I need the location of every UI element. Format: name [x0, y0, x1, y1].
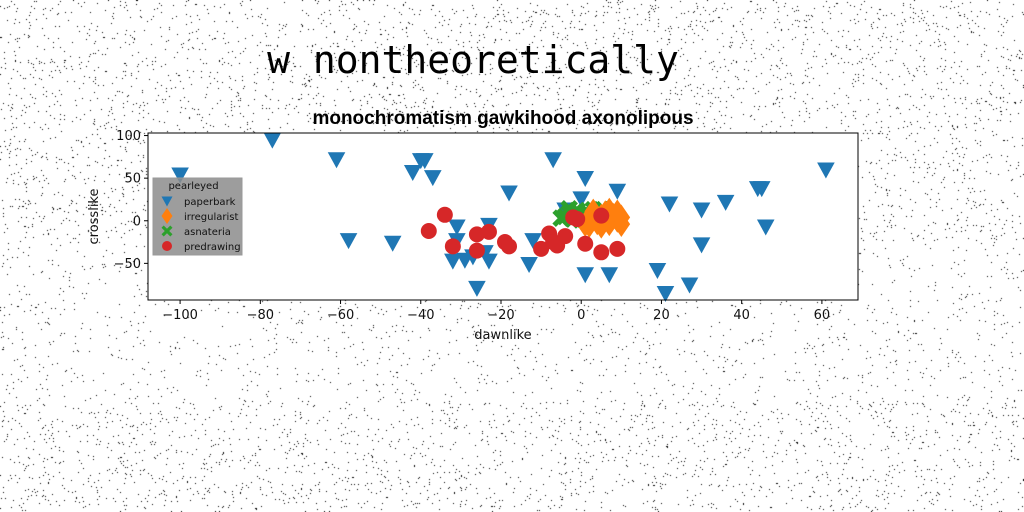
x-tick-label: −60 — [327, 308, 354, 323]
predrawing-point — [593, 207, 610, 224]
paperbark-point — [520, 257, 538, 274]
irregularist-point — [580, 212, 599, 238]
paperbark-point — [752, 181, 771, 198]
paperbark-point — [608, 183, 627, 200]
legend: pearleyed paperbark irregularist asnateria p… — [152, 177, 243, 256]
x-tick-label: 20 — [653, 308, 670, 323]
irregularist-point — [600, 197, 619, 224]
paperbark-point — [680, 277, 699, 294]
x-tick-label: 0 — [577, 308, 585, 323]
predrawing-point — [420, 222, 437, 239]
y-tick-label: 100 — [116, 129, 141, 144]
plot-frame — [147, 132, 859, 301]
predrawing-point — [609, 240, 626, 257]
predrawing-point — [436, 206, 453, 223]
paperbark-point — [544, 152, 562, 169]
y-tick-label: 0 — [133, 214, 141, 229]
legend-label-asnateria: asnateria — [184, 227, 231, 238]
y-axis: −50 0 50 100 — [114, 129, 148, 272]
paperbark-point — [600, 267, 619, 284]
legend-marker-predrawing — [162, 241, 172, 251]
plot-area — [148, 133, 858, 300]
paperbark-point — [468, 280, 486, 297]
x-tick-label: −80 — [247, 308, 274, 323]
paperbark-point — [756, 219, 775, 236]
paperbark-point — [692, 202, 711, 219]
x-tick-label: 40 — [733, 308, 750, 323]
predrawing-point — [468, 226, 485, 243]
predrawing-point — [593, 244, 610, 261]
legend-label-paperbark: paperbark — [184, 197, 236, 208]
predrawing-point — [577, 235, 594, 252]
x-tick-label: 60 — [814, 308, 831, 323]
paperbark-point — [572, 191, 591, 208]
paperbark-point — [263, 132, 282, 149]
paperbark-point — [448, 219, 466, 236]
paperbark-point — [716, 194, 735, 211]
paperbark-point — [692, 237, 711, 254]
legend-marker-irregularist — [161, 208, 173, 224]
figure-suptitle: w nontheoretically — [267, 38, 679, 82]
predrawing-point — [533, 240, 550, 257]
predrawing-point — [468, 242, 485, 259]
predrawing-point — [444, 238, 461, 255]
legend-marker-paperbark — [161, 196, 173, 207]
legend-title: pearleyed — [168, 181, 218, 192]
paperbark-point — [339, 233, 358, 250]
paperbark-point — [660, 196, 679, 213]
paperbark-point — [415, 153, 434, 170]
x-axis-label: dawnlike — [474, 328, 531, 343]
paperbark-point — [656, 285, 675, 302]
legend-marker-asnateria — [161, 225, 173, 237]
predrawing-point — [569, 211, 586, 228]
paperbark-point — [403, 164, 422, 181]
predrawing-point — [501, 238, 518, 255]
data-marks — [171, 132, 835, 302]
paperbark-point — [444, 253, 462, 270]
legend-label-predrawing: predrawing — [184, 242, 241, 253]
paperbark-point — [480, 253, 498, 270]
x-tick-label: −100 — [162, 308, 198, 323]
paperbark-point — [817, 162, 835, 179]
paperbark-point — [424, 170, 442, 187]
paperbark-point — [500, 185, 518, 202]
legend-label-irregularist: irregularist — [184, 212, 238, 223]
paperbark-point — [383, 235, 402, 252]
x-axis: −100 −80 −60 −40 −20 0 20 40 60 — [162, 300, 830, 323]
paperbark-point — [648, 262, 667, 279]
chart-title: monochromatism gawkihood axonolipous — [312, 108, 693, 129]
x-tick-label: −20 — [487, 308, 514, 323]
paperbark-point — [524, 233, 542, 250]
paperbark-point — [576, 267, 595, 284]
paperbark-point — [576, 170, 595, 187]
y-axis-label: crosslike — [87, 189, 102, 245]
predrawing-point — [557, 228, 574, 245]
x-tick-label: −40 — [407, 308, 434, 323]
y-tick-label: 50 — [124, 172, 141, 187]
predrawing-point — [480, 223, 497, 240]
paperbark-point — [327, 152, 346, 169]
paperbark-point — [171, 167, 189, 184]
y-tick-label: −50 — [114, 257, 141, 272]
